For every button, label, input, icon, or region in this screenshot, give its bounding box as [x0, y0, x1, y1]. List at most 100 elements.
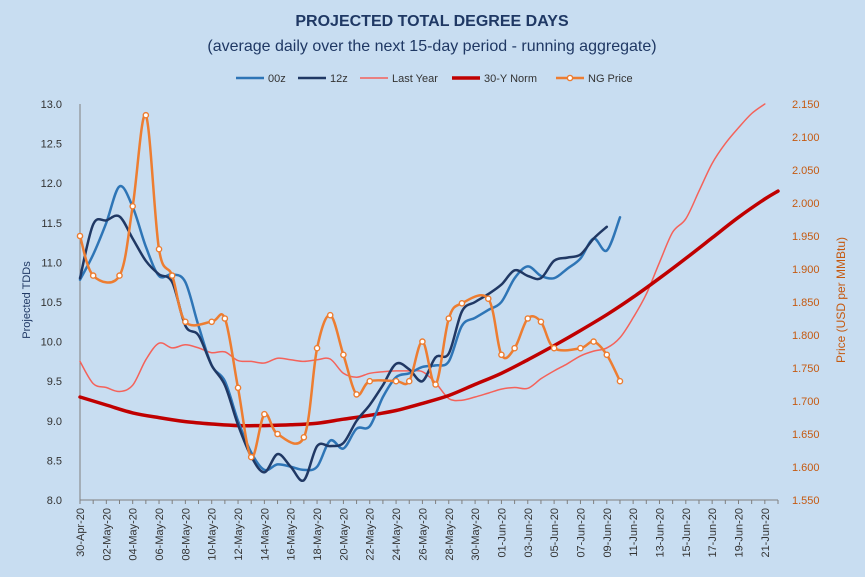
data-point-ng-price — [419, 338, 426, 345]
x-tick-label: 17-Jun-20 — [707, 508, 719, 558]
x-tick-label: 10-May-20 — [207, 508, 219, 561]
data-point-ng-price — [537, 318, 545, 326]
data-point-ng-price — [524, 315, 532, 322]
data-point-ng-price — [261, 410, 268, 418]
data-point-ng-price — [445, 315, 453, 322]
x-tick-label: 26-May-20 — [417, 508, 429, 561]
data-point-ng-price — [498, 351, 505, 359]
data-point-ng-price — [274, 430, 281, 438]
x-tick-label: 08-May-20 — [180, 508, 192, 561]
x-tick-label: 30-Apr-20 — [75, 508, 87, 557]
y-axis-left: 13.0 12.5 12.0 11.5 11.0 10.5 10.0 9.5 9.0 8.5 8.0 — [41, 99, 81, 507]
data-point-ng-price — [247, 453, 255, 461]
x-tick-label: 20-May-20 — [338, 508, 350, 561]
data-point-ng-price — [142, 111, 150, 119]
y-tick-label-right: 2.150 — [792, 99, 820, 111]
y-tick-label-left: 11.5 — [41, 218, 62, 230]
chart-subtitle: (average daily over the next 15-day peri… — [207, 38, 656, 55]
data-point-ng-price — [76, 232, 84, 240]
y-tick-label-left: 12.0 — [41, 178, 62, 190]
data-point-ng-price — [182, 318, 189, 326]
x-tick-label: 13-Jun-20 — [654, 508, 666, 558]
x-tick-label: 03-Jun-20 — [523, 508, 535, 558]
y-tick-label-right: 2.050 — [792, 165, 820, 177]
legend-label-12z: 12z — [330, 73, 348, 85]
y-tick-label-right: 1.900 — [792, 264, 820, 276]
y-tick-label-left: 9.5 — [47, 376, 62, 388]
y-tick-label-left: 12.5 — [41, 139, 62, 151]
data-point-ng-price — [208, 318, 215, 326]
x-tick-label: 18-May-20 — [312, 508, 324, 561]
y-tick-label-right: 1.800 — [792, 330, 820, 342]
data-point-ng-price — [366, 377, 374, 385]
plot-area — [76, 103, 780, 483]
y-tick-label-left: 8.5 — [47, 455, 62, 467]
legend-label-30-y-norm: 30-Y Norm — [484, 73, 537, 85]
y-tick-label-left: 10.0 — [41, 337, 62, 349]
data-point-ng-price — [405, 377, 413, 385]
y-tick-label-right: 1.850 — [792, 297, 820, 309]
x-tick-label: 12-May-20 — [233, 508, 245, 561]
data-point-ng-price — [326, 311, 334, 319]
data-point-ng-price — [116, 272, 123, 279]
x-tick-label: 14-May-20 — [259, 508, 271, 561]
y-tick-label-right: 1.950 — [792, 231, 820, 243]
data-point-ng-price — [432, 381, 439, 388]
legend: 00z 12z Last Year 30-Y Norm NG Price — [236, 73, 633, 85]
x-tick-label: 19-Jun-20 — [733, 508, 745, 558]
y-axis-title-right: Price (USD per MMBtu) — [834, 237, 848, 363]
data-point-ng-price — [221, 315, 229, 322]
x-tick-label: 16-May-20 — [286, 508, 298, 561]
y-tick-label-right: 1.700 — [792, 396, 820, 408]
chart-title: PROJECTED TOTAL DEGREE DAYS — [295, 13, 569, 30]
data-point-ng-price — [603, 351, 611, 359]
data-point-ng-price — [392, 377, 400, 385]
y-tick-label-right: 2.100 — [792, 132, 820, 144]
y-tick-label-left: 10.5 — [41, 297, 62, 309]
legend-label-00z: 00z — [268, 73, 286, 85]
y-tick-label-left: 8.0 — [47, 495, 62, 507]
series-line-30-y-norm — [78, 189, 780, 428]
data-point-ng-price — [234, 384, 242, 392]
x-tick-label: 09-Jun-20 — [602, 508, 614, 558]
x-tick-label: 28-May-20 — [444, 508, 456, 561]
data-point-ng-price — [155, 245, 163, 253]
y-tick-label-right: 1.750 — [792, 363, 820, 375]
y-tick-label-right: 1.600 — [792, 462, 820, 474]
x-axis: 30-Apr-20 02-May-20 04-May-20 06-May-20 08-M… — [75, 499, 779, 561]
y-tick-label-left: 13.0 — [41, 99, 62, 111]
x-tick-label: 04-May-20 — [128, 508, 140, 561]
data-point-ng-price — [168, 272, 176, 279]
x-tick-label: 22-May-20 — [365, 508, 377, 561]
series-line-12z — [78, 214, 609, 483]
data-point-ng-price — [484, 295, 492, 303]
data-point-ng-price — [300, 433, 308, 441]
x-tick-label: 21-Jun-20 — [760, 508, 772, 558]
data-point-ng-price — [550, 344, 558, 352]
x-tick-label: 05-Jun-20 — [549, 508, 561, 558]
legend-marker-ng-price — [566, 74, 574, 82]
y-tick-label-right: 1.550 — [792, 495, 820, 507]
data-point-ng-price — [590, 338, 597, 345]
data-point-ng-price — [340, 351, 347, 359]
y-tick-label-left: 11.0 — [41, 257, 62, 269]
y-tick-label-right: 2.000 — [792, 198, 820, 210]
x-tick-label: 06-May-20 — [154, 508, 166, 561]
x-tick-label: 02-May-20 — [101, 508, 113, 561]
data-point-ng-price — [458, 300, 466, 307]
x-tick-label: 01-Jun-20 — [496, 508, 508, 558]
x-tick-label: 24-May-20 — [391, 508, 403, 561]
data-point-ng-price — [313, 344, 321, 352]
y-tick-label-right: 1.650 — [792, 429, 820, 441]
y-axis-right: 2.150 2.100 2.050 2.000 1.950 1.900 1.850 1.800… — [792, 99, 820, 507]
data-point-ng-price — [577, 344, 584, 352]
x-tick-label: 07-Jun-20 — [575, 508, 587, 558]
x-tick-label: 15-Jun-20 — [681, 508, 693, 558]
x-tick-label: 30-May-20 — [470, 508, 482, 561]
y-tick-label-left: 9.0 — [47, 416, 62, 428]
data-point-ng-price — [616, 377, 624, 385]
data-point-ng-price — [353, 391, 360, 398]
data-point-ng-price — [129, 202, 136, 210]
